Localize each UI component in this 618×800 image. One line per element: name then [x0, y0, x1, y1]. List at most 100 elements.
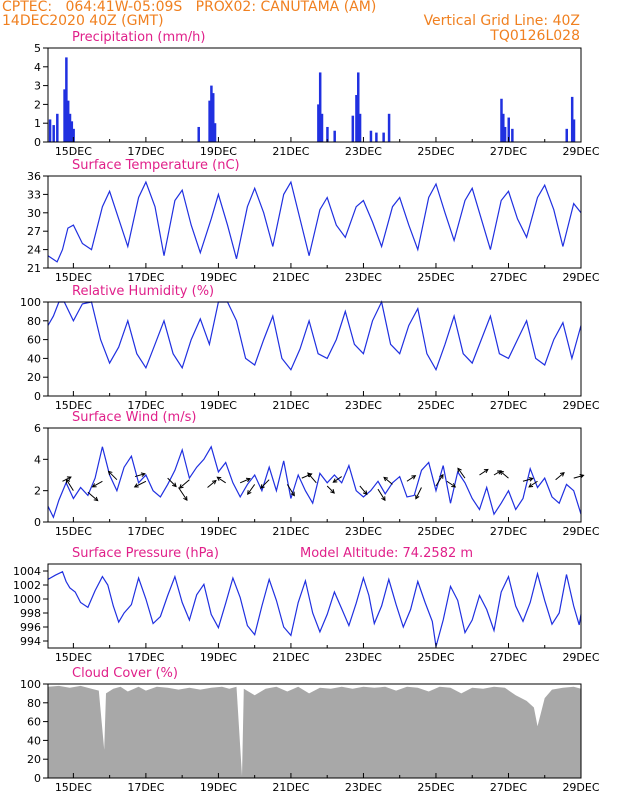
pres-ytick-label: 994 — [20, 635, 41, 648]
wind-vector — [555, 472, 565, 481]
precip-frame — [47, 47, 582, 143]
temp-xtick-label: 21DEC — [272, 271, 309, 284]
wind-vector — [301, 473, 312, 479]
cloud-ytick-label: 60 — [27, 716, 41, 729]
temp-xtick-label: 29DEC — [562, 271, 599, 284]
precip-ytick-label: 3 — [34, 80, 41, 93]
pres-line — [47, 570, 582, 647]
rh-ytick-label: 60 — [27, 334, 41, 347]
rh-line — [47, 300, 582, 372]
pres-ytick-label: 1004 — [13, 565, 41, 578]
wind-ytick-label: 6 — [34, 422, 41, 435]
wind-vector-head — [133, 483, 139, 488]
precip-bar — [502, 113, 505, 142]
wind-frame — [47, 427, 582, 523]
precip-bar — [500, 98, 503, 142]
temp-xtick-label: 19DEC — [200, 271, 237, 284]
wind-ytick-label: 2 — [34, 485, 41, 498]
rh-xtick-label: 15DEC — [55, 399, 92, 412]
wind-vector — [179, 479, 190, 489]
rh-xtick-label: 27DEC — [490, 399, 527, 412]
temp-ytick-label: 36 — [27, 170, 41, 183]
wind-vector-head — [362, 490, 368, 496]
wind-vector — [359, 485, 368, 495]
temp-ytick-label: 30 — [27, 207, 41, 220]
wind-xtick-label: 25DEC — [417, 525, 454, 538]
precip-ytick-label: 2 — [34, 98, 41, 111]
pres-xtick-label: 23DEC — [345, 651, 382, 664]
pres-xtick-label: 25DEC — [417, 651, 454, 664]
wind-ytick-label: 4 — [34, 453, 41, 466]
precip-bar — [326, 126, 329, 142]
precip-bar — [507, 117, 510, 142]
precip-xtick-label: 21DEC — [272, 145, 309, 158]
wind-vector — [528, 480, 538, 488]
wind-vector — [178, 487, 188, 501]
wind-vector-head — [496, 470, 502, 475]
precip-bar — [565, 128, 568, 142]
precip-ytick-label: 0 — [34, 136, 41, 149]
cloud-xtick-label: 17DEC — [127, 781, 164, 794]
precip-bar — [65, 57, 68, 142]
temp-ytick-label: 24 — [27, 244, 41, 257]
pres-ytick-label: 996 — [20, 621, 41, 634]
precip-bar — [358, 113, 362, 142]
rh-ytick-label: 80 — [27, 315, 41, 328]
precip-bar — [570, 96, 574, 142]
wind-xtick-label: 23DEC — [345, 525, 382, 538]
wind-xtick-label: 21DEC — [272, 525, 309, 538]
pres-subtitle: Model Altitude: 74.2582 m — [300, 546, 473, 561]
wind-vector — [383, 477, 393, 485]
wind-vector — [479, 468, 489, 476]
precip-bar — [68, 113, 72, 142]
wind-ytick-label: 0 — [34, 516, 41, 529]
temp-xtick-label: 25DEC — [417, 271, 454, 284]
precip-bar — [355, 95, 358, 142]
wind-vector-head — [216, 476, 222, 482]
temp-xtick-label: 15DEC — [55, 271, 92, 284]
precip-bar — [48, 119, 52, 142]
precip-xtick-label: 15DEC — [55, 145, 92, 158]
wind-vector-head — [66, 476, 72, 481]
precip-bar — [197, 126, 200, 142]
precip-bar — [210, 85, 213, 142]
wind-vector-head — [178, 484, 184, 489]
wind-vector — [108, 470, 118, 481]
wind-vector-head — [559, 472, 565, 477]
wind-vector — [326, 485, 335, 494]
temp-title: Surface Temperature (nC) — [72, 158, 240, 173]
temp-frame — [47, 175, 582, 269]
temp-xtick-label: 27DEC — [490, 271, 527, 284]
wind-vector-head — [439, 473, 444, 479]
precip-bar — [333, 130, 336, 142]
wind-vector — [134, 473, 145, 478]
rh-title: Relative Humidity (%) — [72, 284, 214, 299]
rh-ytick-label: 40 — [27, 352, 41, 365]
cloud-area — [48, 685, 581, 778]
rh-xtick-label: 21DEC — [272, 399, 309, 412]
precip-bar — [369, 130, 373, 142]
wind-vector-head — [290, 491, 295, 497]
wind-vector-head — [65, 478, 71, 484]
wind-vector — [207, 480, 217, 488]
precip-bar — [72, 128, 75, 142]
temp-ytick-label: 21 — [27, 262, 41, 275]
wind-vector-head — [411, 475, 417, 480]
cloud-xtick-label: 23DEC — [345, 781, 382, 794]
cloud-xtick-label: 25DEC — [417, 781, 454, 794]
wind-vector-head — [91, 483, 97, 488]
rh-ytick-label: 100 — [20, 296, 41, 309]
wind-vector-head — [183, 496, 188, 502]
precip-xtick-label: 17DEC — [127, 145, 164, 158]
precip-bar — [66, 100, 70, 142]
wind-vector — [377, 488, 386, 501]
precip-bar — [208, 100, 211, 142]
temp-xtick-label: 23DEC — [345, 271, 382, 284]
wind-vector-head — [93, 496, 99, 502]
precip-bar — [213, 123, 217, 142]
precip-bar — [511, 128, 514, 142]
rh-ytick-label: 20 — [27, 371, 41, 384]
wind-vector — [134, 480, 147, 488]
wind-vector-head — [140, 472, 146, 477]
header-grid-line-note: Vertical Grid Line: 40Z — [423, 13, 580, 29]
